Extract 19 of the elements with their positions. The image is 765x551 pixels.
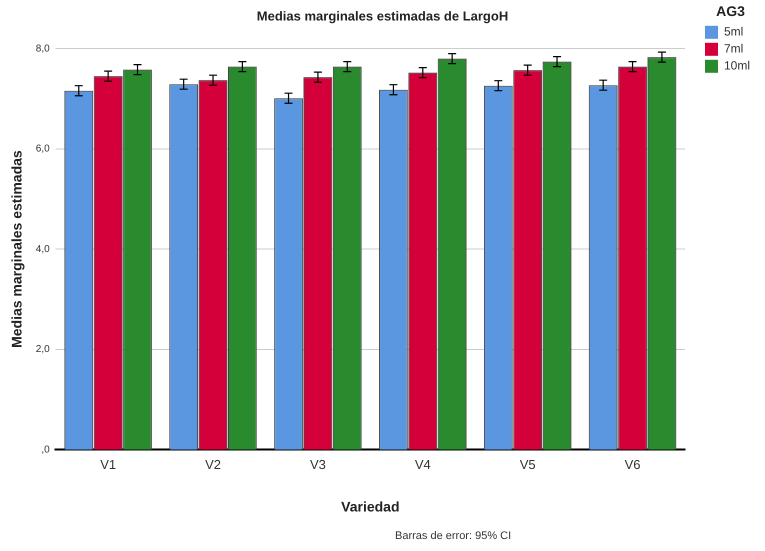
y-axis-title: Medias marginales estimadas	[8, 150, 24, 348]
x-tick-label: V1	[100, 456, 116, 472]
x-tick-label: V5	[520, 456, 536, 472]
y-tick-label: 2,0	[36, 344, 50, 356]
x-tick-label: V2	[205, 456, 221, 472]
text: Barras de error: 95% CI	[395, 530, 512, 542]
legend-title: AG3	[716, 2, 746, 19]
y-tick-label: ,0	[41, 444, 50, 456]
x-tick-label: V6	[624, 456, 641, 472]
x-axis-title: Variedad	[341, 498, 400, 514]
x-tick-label: V3	[310, 456, 326, 472]
x-tick-label: V4	[414, 456, 431, 472]
legend-label: 5ml	[724, 24, 744, 39]
legend-label: 7ml	[724, 42, 744, 56]
chart-title: Medias marginales estimadas de LargoH	[256, 8, 508, 24]
y-tick-label: 6,0	[36, 144, 50, 155]
legend-label: 10ml	[724, 58, 750, 73]
y-tick-label: 4,0	[36, 244, 50, 255]
y-tick-label: 8,0	[36, 43, 50, 54]
